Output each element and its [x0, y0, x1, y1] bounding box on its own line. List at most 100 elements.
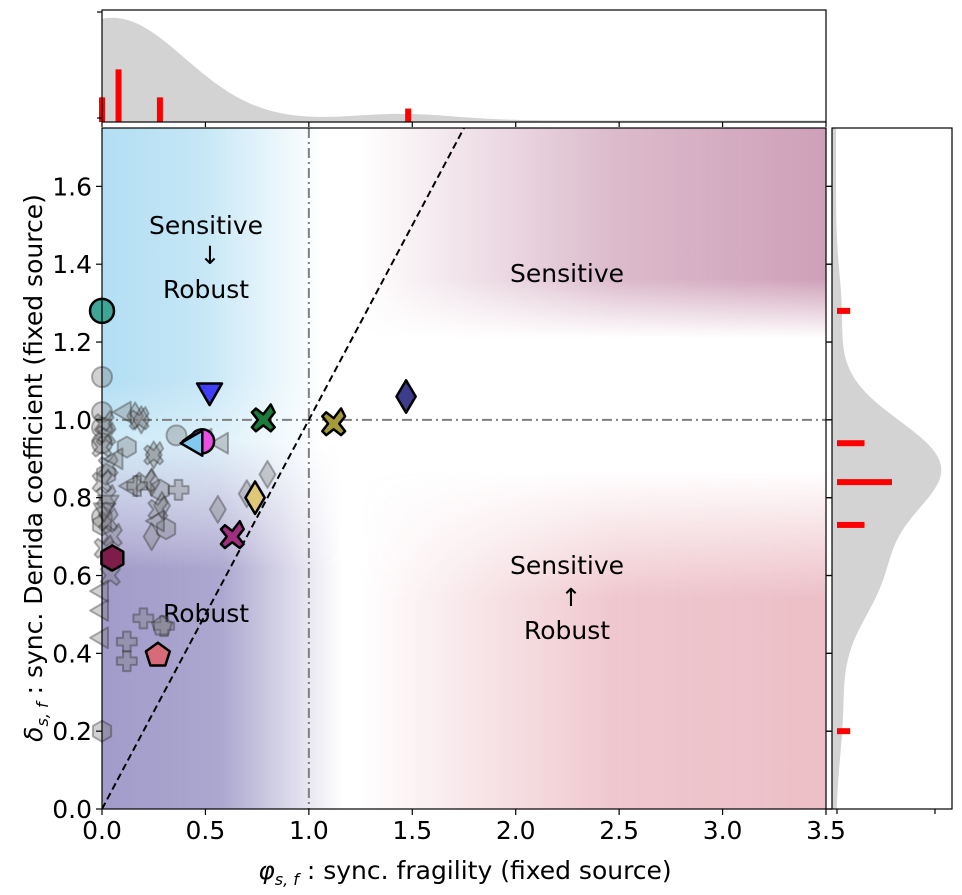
right-marginal-bars — [837, 307, 892, 735]
background-point-diamond — [142, 467, 161, 497]
y-tick-label: 0.0 — [52, 795, 92, 824]
background-point-diamond — [208, 494, 227, 524]
background-point-plus — [153, 615, 176, 638]
x-tick-label: 2.5 — [599, 816, 639, 845]
background-point-triangle-left — [89, 599, 109, 622]
right-marginal-bar — [837, 728, 851, 735]
background-point-pentagon — [151, 614, 173, 636]
highlighted-point-pentagon — [144, 641, 172, 667]
y-tick-label: 0.8 — [52, 484, 92, 513]
background-point-diamond — [132, 405, 151, 435]
main-plot-frame — [101, 127, 827, 810]
background-point-diamond — [152, 490, 171, 520]
highlighted-points — [88, 297, 417, 667]
x-tick-label: 3.5 — [806, 816, 846, 845]
right-marginal-bar — [837, 440, 865, 447]
background-point-x — [101, 522, 123, 548]
y-tick-label: 1.0 — [52, 406, 92, 435]
background-point-hexagon — [156, 517, 177, 541]
y-tick-label: 1.4 — [52, 250, 92, 279]
region-label-top-left-arrow: ↓ — [200, 241, 221, 270]
region-bottom-left-shade — [102, 440, 342, 809]
region-label-top-left-line1: Sensitive — [149, 211, 263, 240]
background-point-triangle-left — [89, 626, 109, 650]
background-point-x — [134, 468, 156, 493]
highlighted-point-hexagon — [100, 544, 125, 572]
background-point-x — [97, 507, 119, 532]
right-marginal-plot — [827, 127, 953, 814]
background-point-plus — [132, 607, 155, 630]
highlighted-point-diamond — [244, 480, 266, 516]
background-point-x — [97, 452, 119, 478]
region-label-top-left-line3: Robust — [163, 275, 249, 304]
highlighted-point-x — [219, 519, 245, 550]
right-marginal-bar — [837, 521, 865, 528]
top-marginal-density — [102, 17, 826, 123]
y-tick-label: 1.2 — [52, 328, 92, 357]
right-marginal-bar — [837, 307, 851, 314]
region-label-bottom-right-line3: Robust — [524, 616, 610, 645]
background-point-triangle-left — [118, 474, 138, 498]
highlighted-point-diamond — [395, 379, 417, 414]
x-tick-label: 1.5 — [392, 816, 432, 845]
background-point-triangle-left — [144, 509, 165, 533]
region-label-bottom-right-arrow: ↑ — [561, 583, 582, 612]
x-tick-label: 3.0 — [703, 816, 743, 845]
background-point-hexagon — [116, 435, 137, 459]
background-point-x — [93, 409, 115, 435]
y-tick-label: 0.2 — [52, 717, 92, 746]
y-tick-label: 0.6 — [52, 562, 92, 591]
region-top-right-shade — [360, 128, 826, 338]
background-point-plus — [126, 475, 149, 498]
region-label-top-right: Sensitive — [510, 259, 624, 288]
background-point-plus — [167, 478, 190, 501]
background-point-triangle-left — [111, 400, 132, 424]
highlighted-point-x — [321, 407, 347, 437]
right-marginal-bar — [837, 479, 892, 486]
background-point-triangle-left — [209, 431, 229, 455]
background-point-diamond — [142, 522, 161, 552]
top-marginal-bar — [115, 69, 122, 122]
background-point-triangle-left — [89, 579, 109, 603]
top-marginal-plot — [97, 9, 827, 127]
right-marginal-ticks — [827, 185, 936, 814]
x-tick-label: 2.0 — [496, 816, 536, 845]
x-axis-label: φs, f : sync. fragility (fixed source) — [258, 856, 671, 889]
background-point-diamond — [126, 401, 145, 431]
background-point-x — [95, 483, 117, 509]
highlighted-point-triangle-left — [179, 429, 204, 457]
region-labels: Sensitive ↓ Robust Sensitive Robust Sens… — [149, 211, 624, 645]
top-marginal-ticks — [97, 11, 827, 127]
background-point-plus — [115, 630, 138, 653]
background-point-circle — [165, 424, 188, 447]
background-point-x — [143, 441, 165, 466]
background-regions — [102, 128, 826, 809]
background-point-hexagon — [149, 478, 170, 502]
background-point-x — [95, 421, 117, 446]
background-point-x — [147, 495, 169, 520]
y-tick-label: 0.4 — [52, 639, 92, 668]
highlighted-point-x — [250, 403, 276, 433]
right-marginal-density — [832, 128, 942, 809]
background-point-triangle-down — [96, 494, 120, 515]
x-tick-label: 0.5 — [186, 816, 226, 845]
region-label-bottom-right-line1: Sensitive — [510, 551, 624, 580]
y-axis-label: δs, f : sync. Derrida coefficient (fixed… — [19, 194, 52, 742]
background-point-plus — [115, 650, 138, 673]
background-point-triangle-left — [103, 447, 124, 471]
background-point-diamond — [258, 459, 277, 489]
highlighted-point-triangle-down — [195, 382, 224, 407]
x-tick-label: 0.0 — [82, 816, 122, 845]
right-marginal-frame — [831, 127, 953, 810]
top-marginal-frame — [101, 9, 827, 123]
region-bottom-right-shade — [360, 470, 826, 809]
background-point-x — [128, 406, 150, 431]
x-tick-label: 1.0 — [289, 816, 329, 845]
y-tick-label: 1.6 — [52, 172, 92, 201]
y-axis-ticks: 0.0 0.2 0.4 0.6 0.8 1.0 1.2 1.4 1.6 — [52, 172, 102, 824]
reference-line-diagonal — [102, 128, 465, 809]
background-point-triangle-down — [92, 502, 116, 523]
region-label-bottom-left: Robust — [163, 599, 249, 628]
background-point-diamond — [144, 440, 163, 470]
